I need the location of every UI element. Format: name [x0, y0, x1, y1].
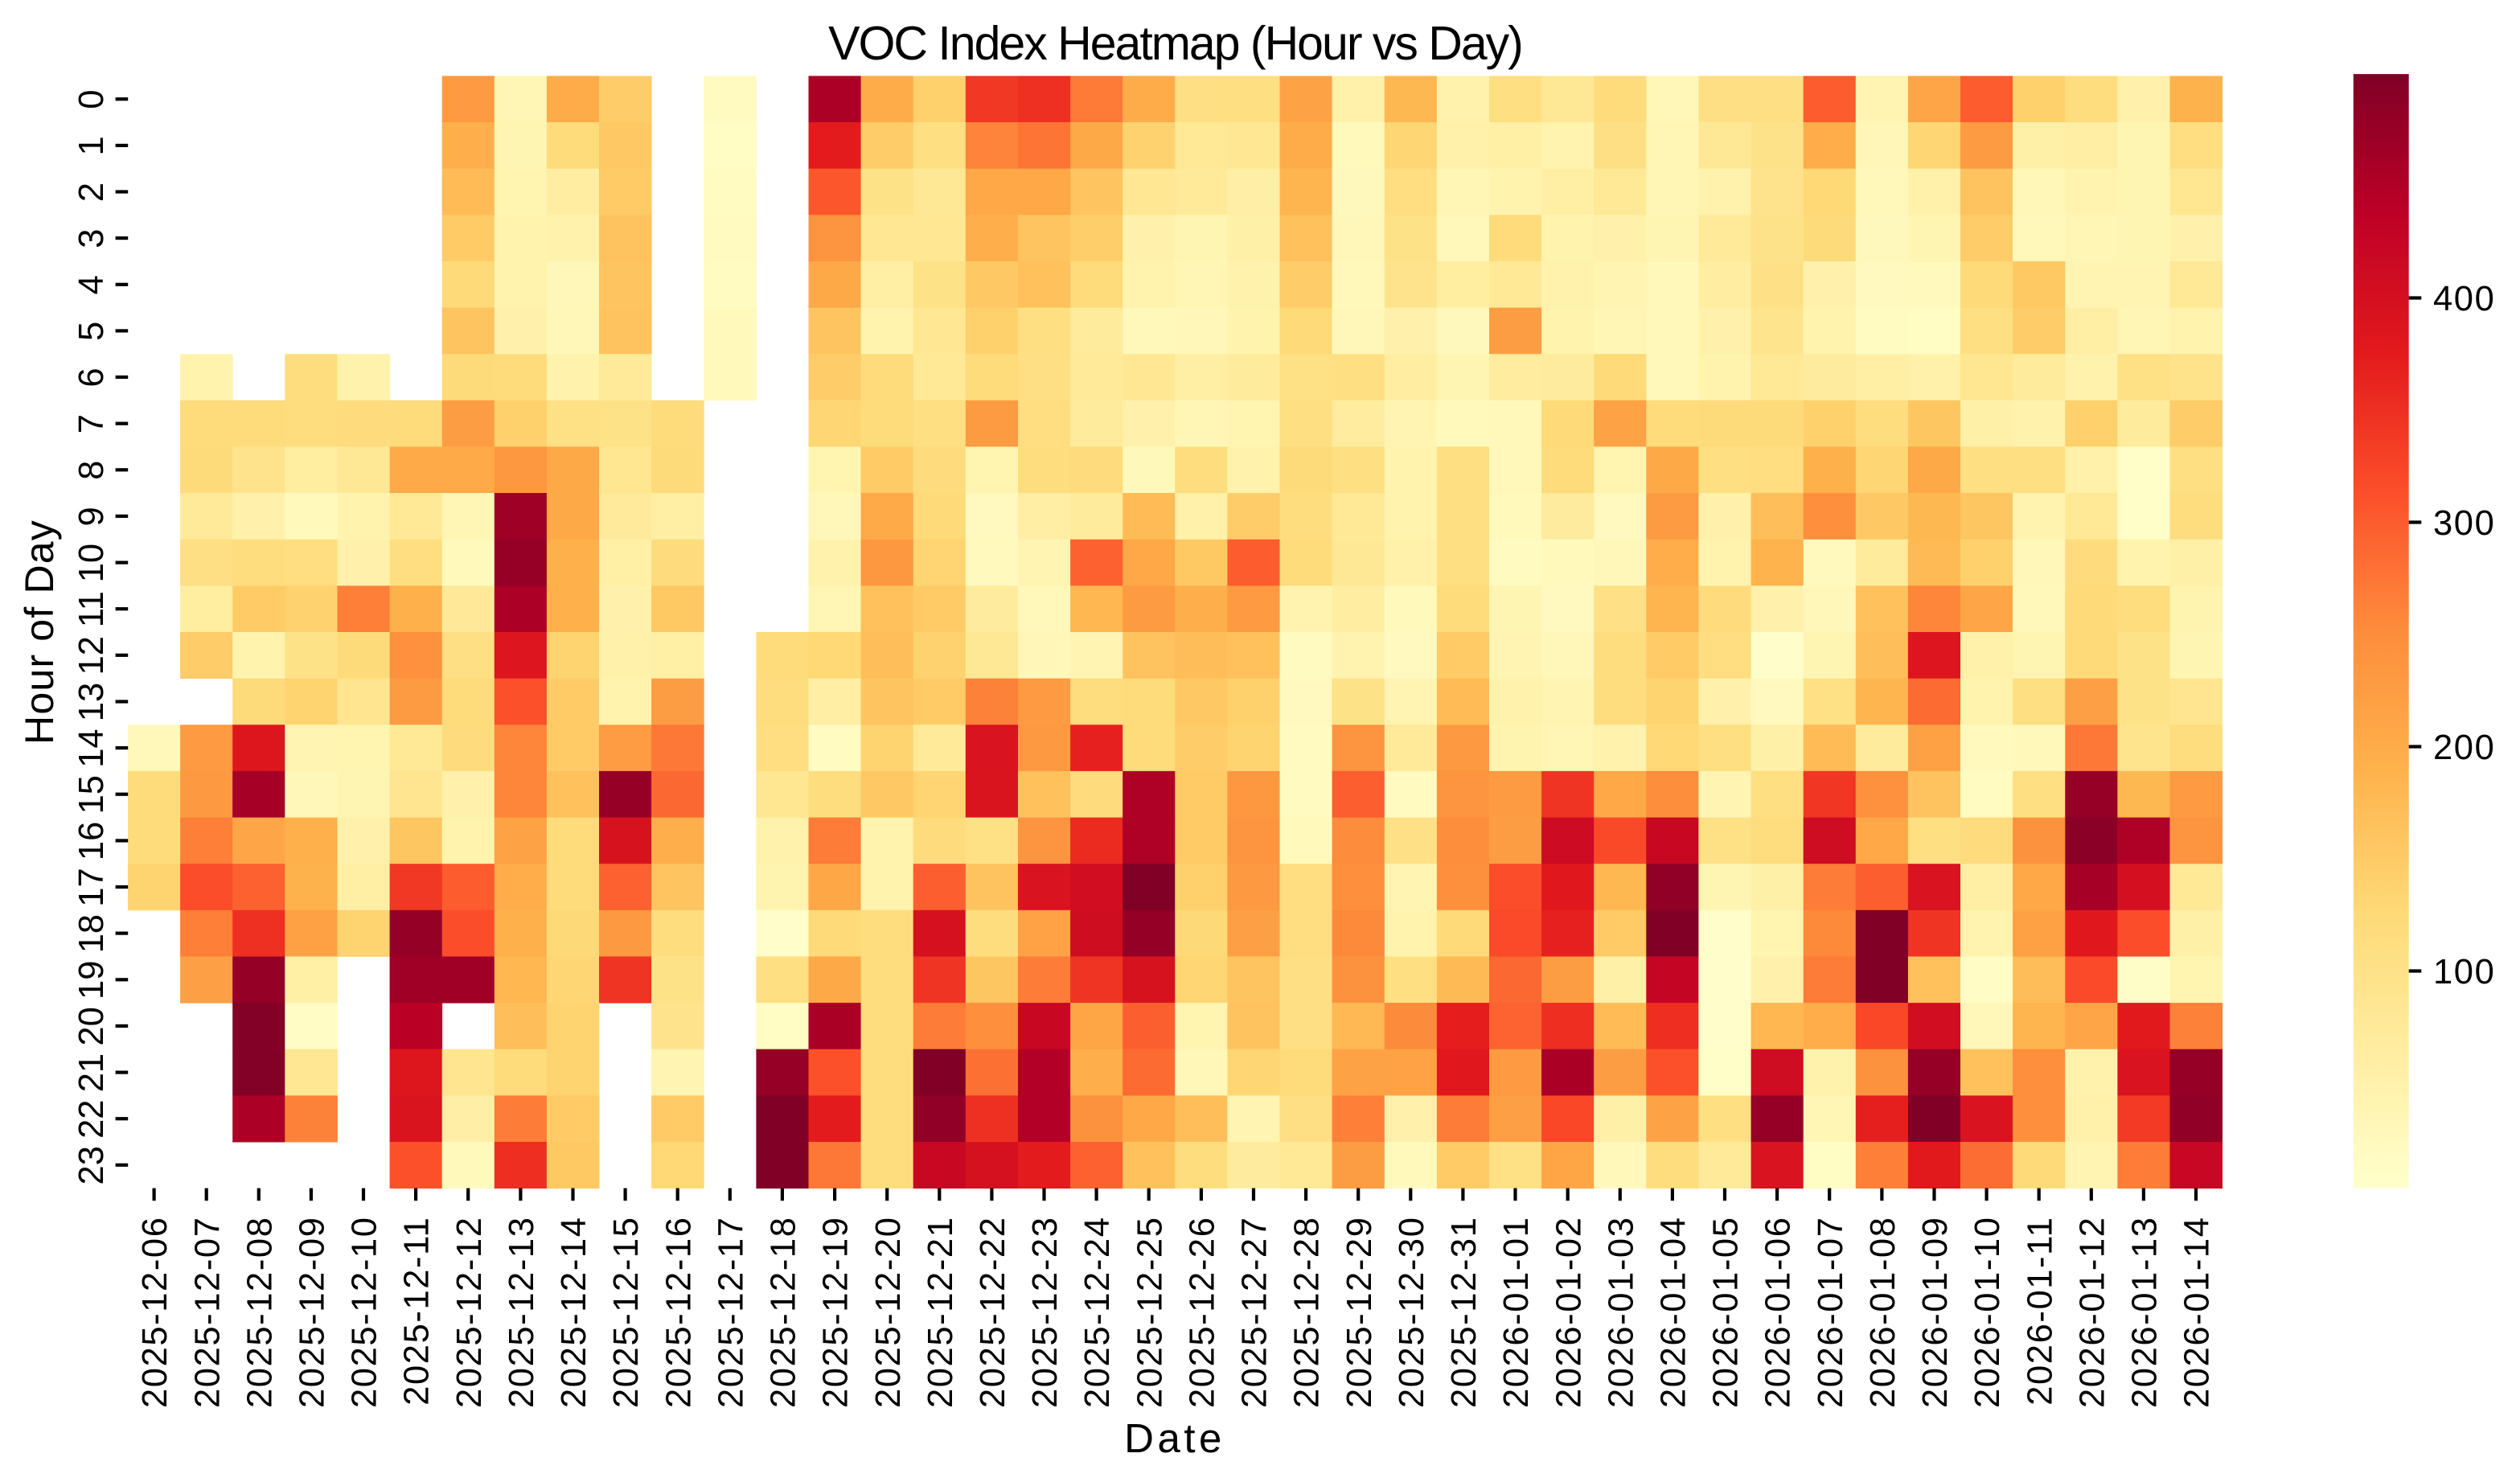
- svg-text:19: 19: [72, 961, 111, 1000]
- svg-text:100: 100: [2433, 953, 2495, 991]
- svg-text:2025-12-26: 2025-12-26: [1184, 1217, 1222, 1409]
- svg-text:23: 23: [72, 1146, 111, 1184]
- svg-text:2026-01-11: 2026-01-11: [2021, 1217, 2059, 1406]
- svg-text:2025-12-30: 2025-12-30: [1393, 1217, 1431, 1409]
- svg-text:6: 6: [72, 367, 111, 387]
- svg-text:8: 8: [72, 461, 111, 480]
- svg-text:2026-01-09: 2026-01-09: [1916, 1217, 1955, 1409]
- svg-text:2025-12-20: 2025-12-20: [869, 1217, 908, 1409]
- svg-text:2025-12-14: 2025-12-14: [555, 1217, 593, 1409]
- svg-text:2026-01-02: 2026-01-02: [1549, 1217, 1588, 1409]
- svg-text:2025-12-31: 2025-12-31: [1445, 1217, 1484, 1409]
- svg-text:2025-12-23: 2025-12-23: [1026, 1217, 1065, 1409]
- svg-text:2025-12-28: 2025-12-28: [1288, 1217, 1327, 1409]
- svg-text:0: 0: [72, 90, 111, 109]
- svg-text:15: 15: [72, 775, 111, 814]
- svg-text:2025-12-10: 2025-12-10: [346, 1217, 384, 1409]
- svg-text:400: 400: [2433, 280, 2495, 318]
- svg-text:Hour of Day: Hour of Day: [17, 519, 62, 745]
- svg-text:2026-01-05: 2026-01-05: [1707, 1217, 1746, 1409]
- svg-text:5: 5: [72, 322, 111, 341]
- svg-text:2026-01-14: 2026-01-14: [2178, 1217, 2217, 1409]
- svg-text:2025-12-15: 2025-12-15: [607, 1217, 646, 1409]
- svg-text:2025-12-29: 2025-12-29: [1340, 1217, 1379, 1409]
- svg-text:2025-12-19: 2025-12-19: [817, 1217, 856, 1409]
- svg-text:18: 18: [72, 914, 111, 953]
- svg-text:10: 10: [72, 544, 111, 582]
- svg-text:2025-12-11: 2025-12-11: [398, 1217, 437, 1406]
- svg-text:2026-01-12: 2026-01-12: [2073, 1217, 2112, 1409]
- svg-text:2025-12-22: 2025-12-22: [974, 1217, 1012, 1409]
- svg-text:Date: Date: [1124, 1415, 1225, 1461]
- svg-text:16: 16: [72, 822, 111, 860]
- svg-text:2025-12-16: 2025-12-16: [659, 1217, 698, 1409]
- svg-text:VOC Index Heatmap (Hour vs Day: VOC Index Heatmap (Hour vs Day): [828, 17, 1522, 70]
- svg-text:1: 1: [72, 136, 111, 155]
- svg-text:2026-01-06: 2026-01-06: [1759, 1217, 1798, 1409]
- svg-text:21: 21: [72, 1053, 111, 1092]
- svg-text:3: 3: [72, 228, 111, 248]
- svg-text:200: 200: [2433, 729, 2495, 767]
- svg-text:11: 11: [72, 591, 111, 627]
- svg-text:2026-01-08: 2026-01-08: [1864, 1217, 1902, 1409]
- svg-text:2025-12-06: 2025-12-06: [136, 1217, 174, 1409]
- svg-text:2025-12-17: 2025-12-17: [712, 1217, 750, 1409]
- svg-text:17: 17: [72, 868, 111, 906]
- svg-text:9: 9: [72, 507, 111, 526]
- svg-text:300: 300: [2433, 504, 2495, 543]
- svg-text:2025-12-24: 2025-12-24: [1078, 1217, 1117, 1409]
- svg-text:4: 4: [72, 275, 111, 294]
- svg-text:7: 7: [72, 414, 111, 433]
- svg-text:2025-12-13: 2025-12-13: [503, 1217, 541, 1409]
- svg-text:14: 14: [72, 729, 111, 767]
- svg-text:2025-12-18: 2025-12-18: [765, 1217, 803, 1409]
- svg-text:22: 22: [72, 1100, 111, 1139]
- svg-text:2025-12-08: 2025-12-08: [240, 1217, 279, 1409]
- svg-text:2026-01-10: 2026-01-10: [1968, 1217, 2007, 1409]
- svg-text:2025-12-25: 2025-12-25: [1131, 1217, 1169, 1409]
- svg-text:2025-12-21: 2025-12-21: [921, 1217, 960, 1409]
- svg-text:2025-12-27: 2025-12-27: [1236, 1217, 1274, 1409]
- svg-text:2026-01-04: 2026-01-04: [1655, 1217, 1693, 1409]
- svg-text:2025-12-09: 2025-12-09: [293, 1217, 332, 1409]
- svg-text:13: 13: [72, 683, 111, 721]
- svg-text:2026-01-13: 2026-01-13: [2126, 1217, 2165, 1409]
- svg-text:2026-01-07: 2026-01-07: [1812, 1217, 1850, 1409]
- svg-text:2025-12-07: 2025-12-07: [188, 1217, 227, 1409]
- svg-text:2: 2: [72, 183, 111, 202]
- svg-text:20: 20: [72, 1007, 111, 1045]
- svg-text:2026-01-01: 2026-01-01: [1497, 1217, 1536, 1409]
- svg-text:12: 12: [72, 636, 111, 675]
- svg-text:2025-12-12: 2025-12-12: [450, 1217, 489, 1409]
- svg-text:2026-01-03: 2026-01-03: [1602, 1216, 1640, 1408]
